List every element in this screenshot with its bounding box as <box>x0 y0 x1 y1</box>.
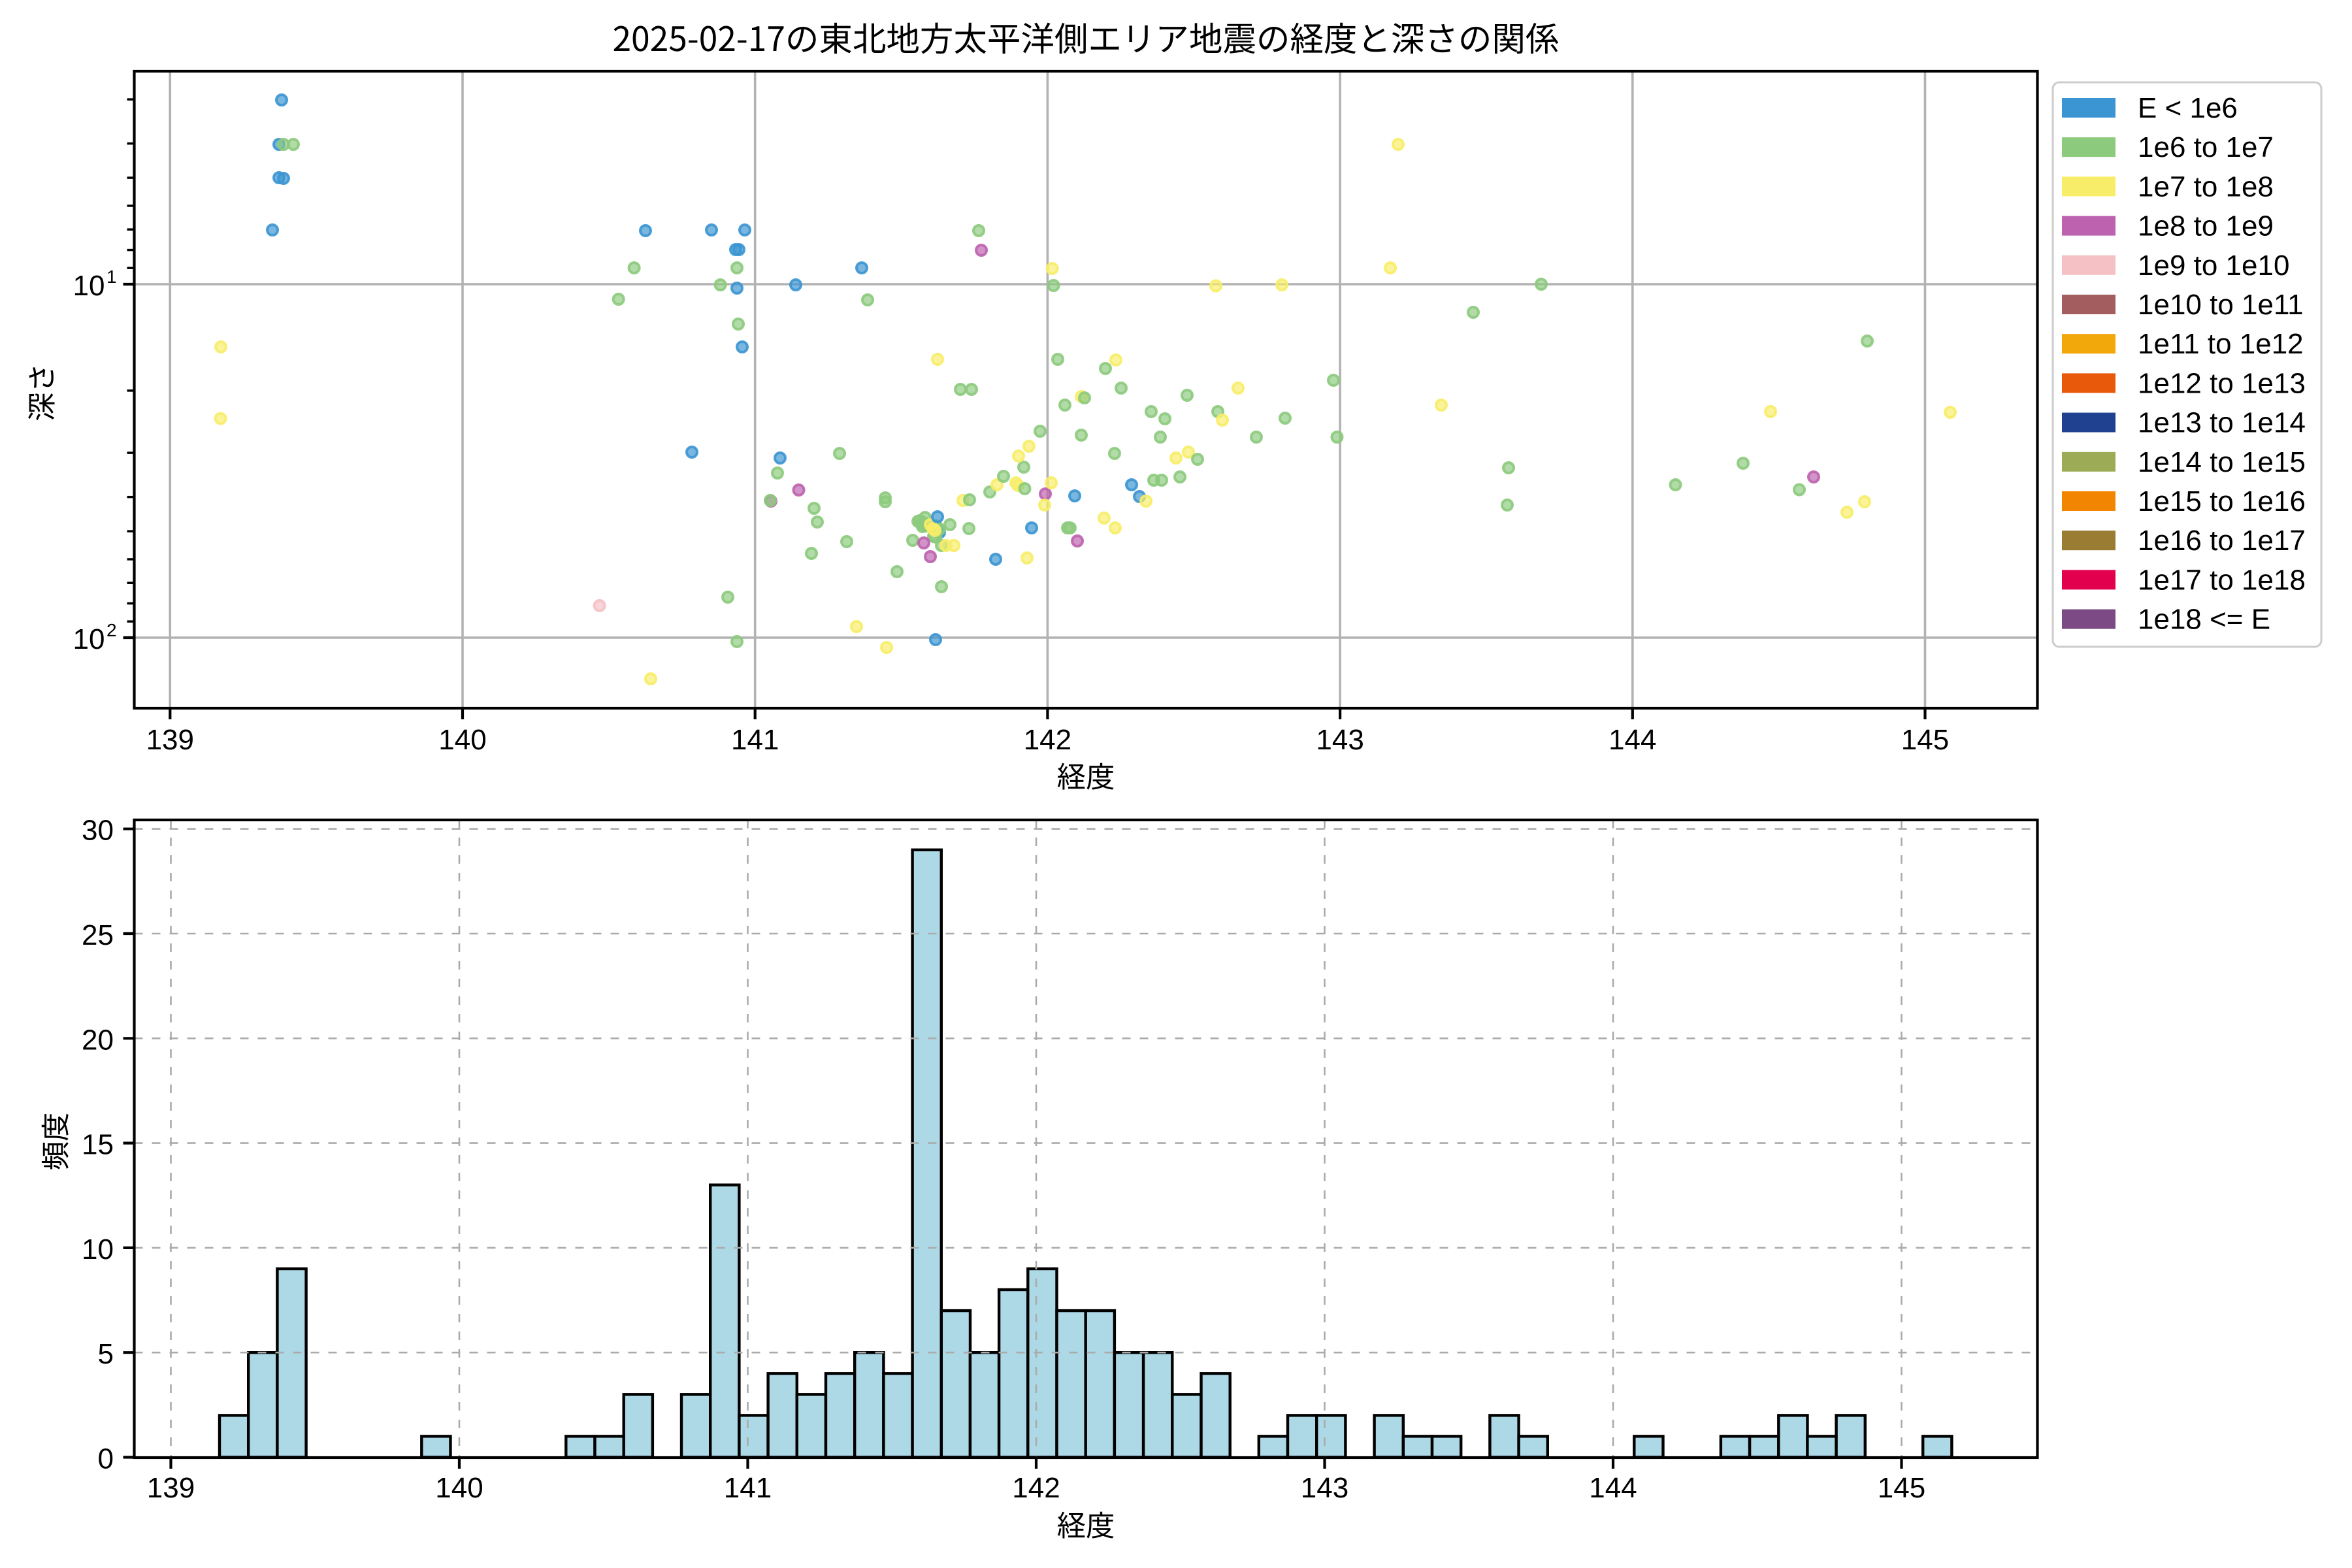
svg-text:1e15 to 1e16: 1e15 to 1e16 <box>2138 485 2306 517</box>
svg-text:141: 141 <box>724 1472 772 1504</box>
svg-text:1e14 to 1e15: 1e14 to 1e15 <box>2138 446 2306 478</box>
svg-text:142: 142 <box>1012 1472 1060 1504</box>
svg-text:144: 144 <box>1589 1472 1637 1504</box>
svg-text:143: 143 <box>1301 1472 1348 1504</box>
svg-text:1e9 to 1e10: 1e9 to 1e10 <box>2138 250 2289 282</box>
svg-text:139: 139 <box>147 1472 195 1504</box>
svg-text:1e12 to 1e13: 1e12 to 1e13 <box>2138 367 2306 399</box>
svg-text:1e18 <= E: 1e18 <= E <box>2138 604 2270 636</box>
svg-text:139: 139 <box>146 724 194 756</box>
svg-text:15: 15 <box>82 1129 114 1161</box>
svg-text:1e6 to 1e7: 1e6 to 1e7 <box>2138 131 2274 163</box>
svg-text:142: 142 <box>1024 724 1071 756</box>
svg-text:145: 145 <box>1878 1472 1925 1504</box>
svg-text:141: 141 <box>731 724 779 756</box>
svg-text:144: 144 <box>1609 724 1656 756</box>
svg-text:5: 5 <box>98 1338 114 1370</box>
svg-text:1e8 to 1e9: 1e8 to 1e9 <box>2138 210 2274 242</box>
svg-text:10: 10 <box>73 270 105 302</box>
svg-text:1: 1 <box>106 267 117 287</box>
svg-text:30: 30 <box>82 815 114 847</box>
svg-text:10: 10 <box>73 623 105 655</box>
svg-text:1e13 to 1e14: 1e13 to 1e14 <box>2138 407 2306 439</box>
svg-text:140: 140 <box>438 724 486 756</box>
svg-text:1e17 to 1e18: 1e17 to 1e18 <box>2138 564 2306 596</box>
svg-text:25: 25 <box>82 919 114 951</box>
svg-text:140: 140 <box>435 1472 483 1504</box>
svg-text:143: 143 <box>1316 724 1364 756</box>
svg-text:0: 0 <box>98 1443 114 1475</box>
svg-text:1e16 to 1e17: 1e16 to 1e17 <box>2138 525 2306 557</box>
svg-text:145: 145 <box>1901 724 1949 756</box>
svg-text:1e11 to 1e12: 1e11 to 1e12 <box>2138 328 2304 360</box>
svg-text:1e7 to 1e8: 1e7 to 1e8 <box>2138 171 2274 203</box>
svg-text:2: 2 <box>106 620 117 640</box>
svg-text:1e10 to 1e11: 1e10 to 1e11 <box>2138 289 2304 321</box>
svg-text:10: 10 <box>82 1233 114 1266</box>
svg-text:E < 1e6: E < 1e6 <box>2138 92 2238 124</box>
svg-text:20: 20 <box>82 1024 114 1056</box>
